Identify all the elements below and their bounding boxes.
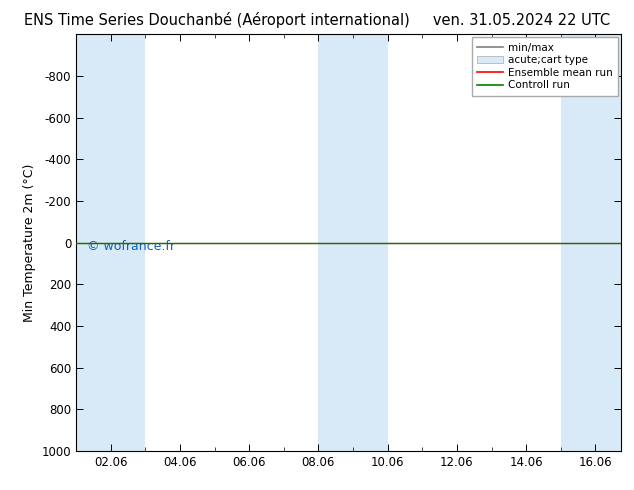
Text: ENS Time Series Douchanbé (Aéroport international)     ven. 31.05.2024 22 UTC: ENS Time Series Douchanbé (Aéroport inte… bbox=[24, 12, 610, 28]
Bar bbox=[560, 34, 595, 451]
Y-axis label: Min Temperature 2m (°C): Min Temperature 2m (°C) bbox=[23, 163, 36, 322]
Bar bbox=[595, 34, 621, 451]
Bar bbox=[111, 34, 145, 451]
Text: © wofrance.fr: © wofrance.fr bbox=[87, 241, 175, 253]
Bar bbox=[353, 34, 387, 451]
Bar bbox=[76, 34, 111, 451]
Bar bbox=[318, 34, 353, 451]
Legend: min/max, acute;cart type, Ensemble mean run, Controll run: min/max, acute;cart type, Ensemble mean … bbox=[472, 37, 618, 96]
